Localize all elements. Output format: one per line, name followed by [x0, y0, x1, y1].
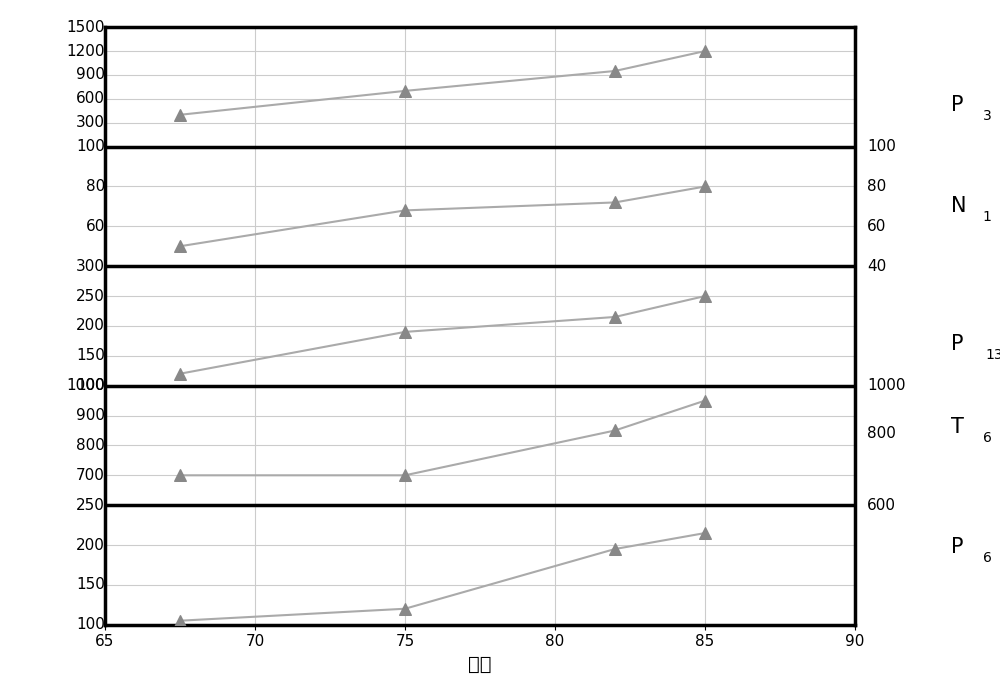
Text: 1000: 1000	[867, 378, 906, 393]
Text: 150: 150	[76, 348, 105, 363]
Text: 40: 40	[867, 259, 886, 274]
Point	[697, 395, 713, 406]
Text: 100: 100	[76, 617, 105, 632]
Text: 800: 800	[76, 438, 105, 453]
Point	[172, 241, 188, 252]
Point	[697, 291, 713, 301]
Text: T: T	[951, 418, 964, 437]
Text: 80: 80	[867, 179, 886, 194]
Text: 6: 6	[982, 431, 991, 445]
Point	[397, 327, 413, 337]
Text: 1: 1	[982, 210, 991, 224]
Text: 250: 250	[76, 289, 105, 304]
Point	[397, 470, 413, 481]
Text: P: P	[951, 537, 964, 557]
Text: P: P	[951, 334, 964, 354]
Point	[172, 109, 188, 120]
Text: P: P	[951, 95, 964, 115]
Text: 300: 300	[76, 115, 105, 130]
Point	[607, 66, 623, 77]
Text: 3: 3	[982, 109, 991, 123]
Text: 600: 600	[867, 498, 896, 513]
Point	[172, 470, 188, 481]
Point	[697, 181, 713, 192]
Text: 200: 200	[76, 318, 105, 333]
Text: 700: 700	[76, 468, 105, 483]
Text: 100: 100	[76, 378, 105, 393]
Point	[697, 45, 713, 56]
Text: 60: 60	[86, 219, 105, 234]
Point	[397, 86, 413, 96]
Text: 300: 300	[76, 259, 105, 274]
Point	[607, 425, 623, 436]
Point	[607, 544, 623, 555]
Text: 900: 900	[76, 67, 105, 82]
Text: 100: 100	[76, 139, 105, 154]
Point	[607, 197, 623, 208]
Point	[172, 368, 188, 379]
Text: N: N	[951, 196, 966, 217]
Text: 1200: 1200	[66, 43, 105, 58]
Text: 200: 200	[76, 538, 105, 553]
Text: 1500: 1500	[66, 20, 105, 35]
Text: 900: 900	[76, 408, 105, 423]
Text: 13: 13	[986, 348, 1000, 362]
Point	[397, 205, 413, 216]
Text: 100: 100	[867, 139, 896, 154]
Text: 800: 800	[867, 426, 896, 441]
Point	[697, 528, 713, 538]
Text: 60: 60	[867, 219, 886, 234]
Point	[172, 615, 188, 626]
Point	[397, 604, 413, 614]
Text: 150: 150	[76, 577, 105, 592]
Text: 250: 250	[76, 498, 105, 513]
Text: 80: 80	[86, 179, 105, 194]
Point	[607, 312, 623, 323]
Text: 6: 6	[982, 551, 991, 565]
Text: 600: 600	[76, 92, 105, 107]
X-axis label: 转速: 转速	[468, 655, 492, 674]
Text: 1000: 1000	[66, 378, 105, 393]
